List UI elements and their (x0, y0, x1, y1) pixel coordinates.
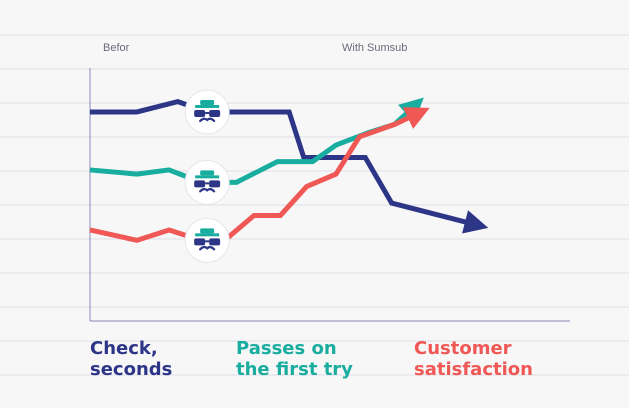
spy-hat-top (200, 99, 215, 105)
phase-label-before: Befor (103, 42, 130, 54)
legend-line: satisfaction (414, 359, 533, 380)
spy-glass-left (194, 109, 206, 117)
spy-hat-top (200, 228, 215, 234)
legend-line: seconds (90, 359, 173, 380)
spy-hat-top (200, 170, 215, 176)
spy-glass-bridge (205, 240, 210, 243)
gridlines (0, 34, 629, 376)
spy-mustache (199, 117, 216, 123)
series-line (89, 112, 416, 243)
spy-icon (184, 89, 230, 135)
phase-label-after: With Sumsub (342, 42, 408, 54)
series-arrowhead (462, 210, 489, 234)
spy-hat-brim (195, 175, 220, 179)
legend-customer-satisfaction: Customer satisfaction (414, 338, 533, 380)
spy-glass-bridge (205, 111, 210, 114)
spy-icon (184, 159, 230, 205)
spy-mustache (199, 187, 216, 193)
spy-glass-right (209, 109, 221, 117)
spy-glass-right (209, 180, 221, 188)
spy-glass-left (194, 238, 206, 246)
legend-check-seconds: Check, seconds (90, 338, 172, 380)
legend-passes-first-try: Passes on the first try (236, 338, 353, 380)
legend-line: Passes on (236, 338, 337, 359)
spy-glass-right (209, 238, 221, 246)
legend-line: Check, (90, 338, 158, 359)
legend-line: the first try (236, 359, 353, 380)
spy-hat-brim (195, 104, 220, 108)
spy-glass-bridge (205, 182, 210, 185)
spy-icon (184, 217, 230, 263)
spy-glass-left (194, 180, 206, 188)
series-arrowhead (402, 107, 430, 129)
legend-line: Customer (414, 338, 512, 359)
spy-mustache (199, 245, 216, 251)
spy-hat-brim (195, 233, 220, 237)
marker-layer (184, 89, 230, 263)
series-layer (89, 97, 489, 243)
series-line (90, 99, 473, 227)
